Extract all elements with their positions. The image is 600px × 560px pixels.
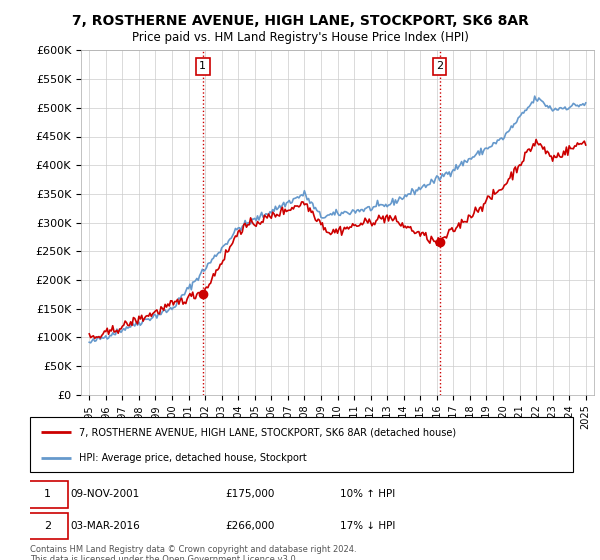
Text: 03-MAR-2016: 03-MAR-2016 bbox=[71, 521, 140, 531]
Text: £175,000: £175,000 bbox=[226, 489, 275, 500]
FancyBboxPatch shape bbox=[30, 417, 573, 472]
FancyBboxPatch shape bbox=[27, 481, 68, 507]
FancyBboxPatch shape bbox=[27, 513, 68, 539]
Text: 10% ↑ HPI: 10% ↑ HPI bbox=[340, 489, 395, 500]
Text: 1: 1 bbox=[44, 489, 51, 500]
Text: Contains HM Land Registry data © Crown copyright and database right 2024.
This d: Contains HM Land Registry data © Crown c… bbox=[30, 545, 356, 560]
Text: HPI: Average price, detached house, Stockport: HPI: Average price, detached house, Stoc… bbox=[79, 453, 307, 463]
Text: 7, ROSTHERNE AVENUE, HIGH LANE, STOCKPORT, SK6 8AR: 7, ROSTHERNE AVENUE, HIGH LANE, STOCKPOR… bbox=[71, 14, 529, 28]
Text: £266,000: £266,000 bbox=[226, 521, 275, 531]
Text: 17% ↓ HPI: 17% ↓ HPI bbox=[340, 521, 395, 531]
Text: 09-NOV-2001: 09-NOV-2001 bbox=[71, 489, 140, 500]
Text: 1: 1 bbox=[199, 62, 206, 72]
Text: 7, ROSTHERNE AVENUE, HIGH LANE, STOCKPORT, SK6 8AR (detached house): 7, ROSTHERNE AVENUE, HIGH LANE, STOCKPOR… bbox=[79, 427, 456, 437]
Text: Price paid vs. HM Land Registry's House Price Index (HPI): Price paid vs. HM Land Registry's House … bbox=[131, 31, 469, 44]
Text: 2: 2 bbox=[44, 521, 51, 531]
Text: 2: 2 bbox=[436, 62, 443, 72]
